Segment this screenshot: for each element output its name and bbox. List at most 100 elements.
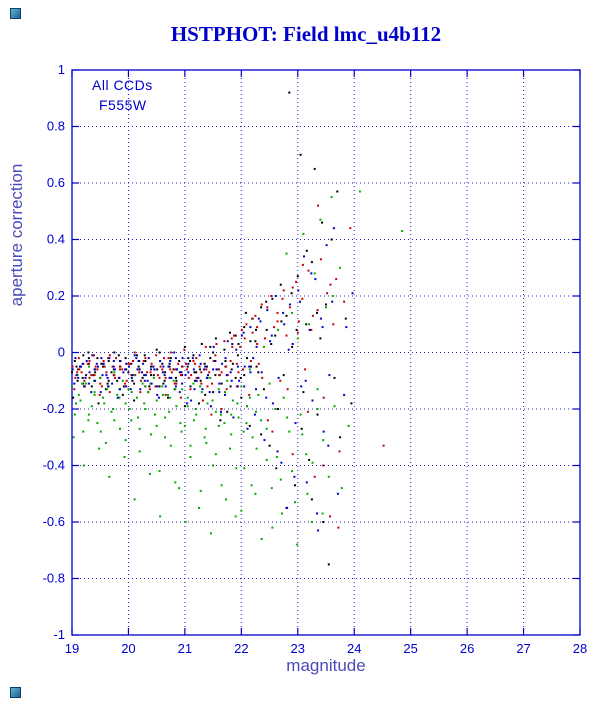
data-point xyxy=(333,405,336,408)
grid-lines xyxy=(72,70,580,635)
data-point xyxy=(214,374,217,377)
data-point xyxy=(133,354,136,357)
data-point xyxy=(230,413,233,416)
data-point xyxy=(133,498,136,501)
data-point xyxy=(155,399,158,402)
data-point xyxy=(234,376,237,379)
data-point xyxy=(170,376,173,379)
data-point xyxy=(301,297,304,300)
data-point xyxy=(164,385,167,388)
data-point xyxy=(119,368,121,371)
x-tick-label: 24 xyxy=(347,641,361,656)
data-point xyxy=(96,422,99,425)
data-point xyxy=(143,379,146,382)
data-point xyxy=(295,328,298,331)
data-point xyxy=(141,376,144,379)
data-point xyxy=(94,379,97,382)
data-point xyxy=(293,475,296,478)
data-point xyxy=(330,238,333,241)
data-point xyxy=(208,391,211,394)
data-point xyxy=(194,362,196,365)
data-point xyxy=(265,300,268,303)
data-point xyxy=(339,436,342,439)
data-point xyxy=(127,371,130,374)
data-point xyxy=(271,430,274,433)
data-point xyxy=(252,357,255,360)
data-point xyxy=(234,334,237,337)
data-point xyxy=(132,360,134,362)
data-point xyxy=(332,323,335,326)
data-point xyxy=(236,365,239,368)
data-point xyxy=(133,382,136,385)
data-point xyxy=(291,311,294,314)
data-point xyxy=(358,190,361,193)
data-point xyxy=(336,492,339,495)
data-point xyxy=(326,292,329,295)
data-point xyxy=(82,430,85,433)
data-point xyxy=(73,413,76,416)
data-point xyxy=(280,461,283,464)
data-point xyxy=(90,405,93,408)
x-tick-label: 28 xyxy=(573,641,587,656)
data-point xyxy=(280,320,283,323)
data-point xyxy=(310,498,313,501)
data-point xyxy=(124,357,127,360)
data-point xyxy=(124,402,127,405)
data-point xyxy=(99,376,102,379)
data-point xyxy=(71,365,74,368)
data-point xyxy=(154,385,157,388)
data-point xyxy=(265,328,268,331)
data-point xyxy=(244,311,247,314)
data-point xyxy=(198,354,201,357)
data-point xyxy=(162,382,165,385)
data-point xyxy=(88,360,91,362)
data-point xyxy=(167,365,170,368)
data-point xyxy=(104,388,107,391)
data-point xyxy=(150,362,153,365)
data-point xyxy=(220,484,223,487)
data-point xyxy=(265,458,268,461)
data-point xyxy=(217,424,220,427)
data-point xyxy=(253,413,256,416)
data-point xyxy=(231,399,234,402)
data-point xyxy=(270,343,273,345)
data-point xyxy=(208,371,211,374)
data-point xyxy=(225,388,228,391)
data-point xyxy=(181,382,184,385)
data-point xyxy=(269,340,272,343)
data-point xyxy=(200,391,203,394)
data-point xyxy=(286,388,289,391)
data-point xyxy=(90,385,93,388)
data-point xyxy=(327,444,330,447)
data-point xyxy=(257,371,260,374)
data-point xyxy=(303,255,305,258)
data-point xyxy=(218,382,221,385)
data-point xyxy=(82,382,85,385)
data-point xyxy=(164,393,167,396)
data-point xyxy=(212,391,215,394)
data-point xyxy=(255,447,258,450)
data-point xyxy=(202,399,204,402)
data-point xyxy=(133,374,136,377)
data-point xyxy=(169,357,172,360)
data-point xyxy=(268,444,271,447)
data-point xyxy=(111,382,114,385)
data-point xyxy=(257,317,260,320)
data-point xyxy=(100,362,103,365)
data-point xyxy=(268,382,271,385)
data-point xyxy=(124,382,127,385)
data-point xyxy=(296,331,299,334)
data-point xyxy=(311,399,314,402)
data-point xyxy=(138,371,141,374)
data-point xyxy=(243,374,246,377)
data-point xyxy=(235,385,238,388)
data-point xyxy=(224,357,227,360)
data-point xyxy=(164,436,167,439)
data-point xyxy=(135,354,138,357)
data-point xyxy=(168,365,171,368)
data-point xyxy=(199,379,202,382)
data-point xyxy=(104,441,107,444)
data-point xyxy=(79,399,82,402)
data-point xyxy=(174,481,177,484)
data-point xyxy=(302,232,305,235)
